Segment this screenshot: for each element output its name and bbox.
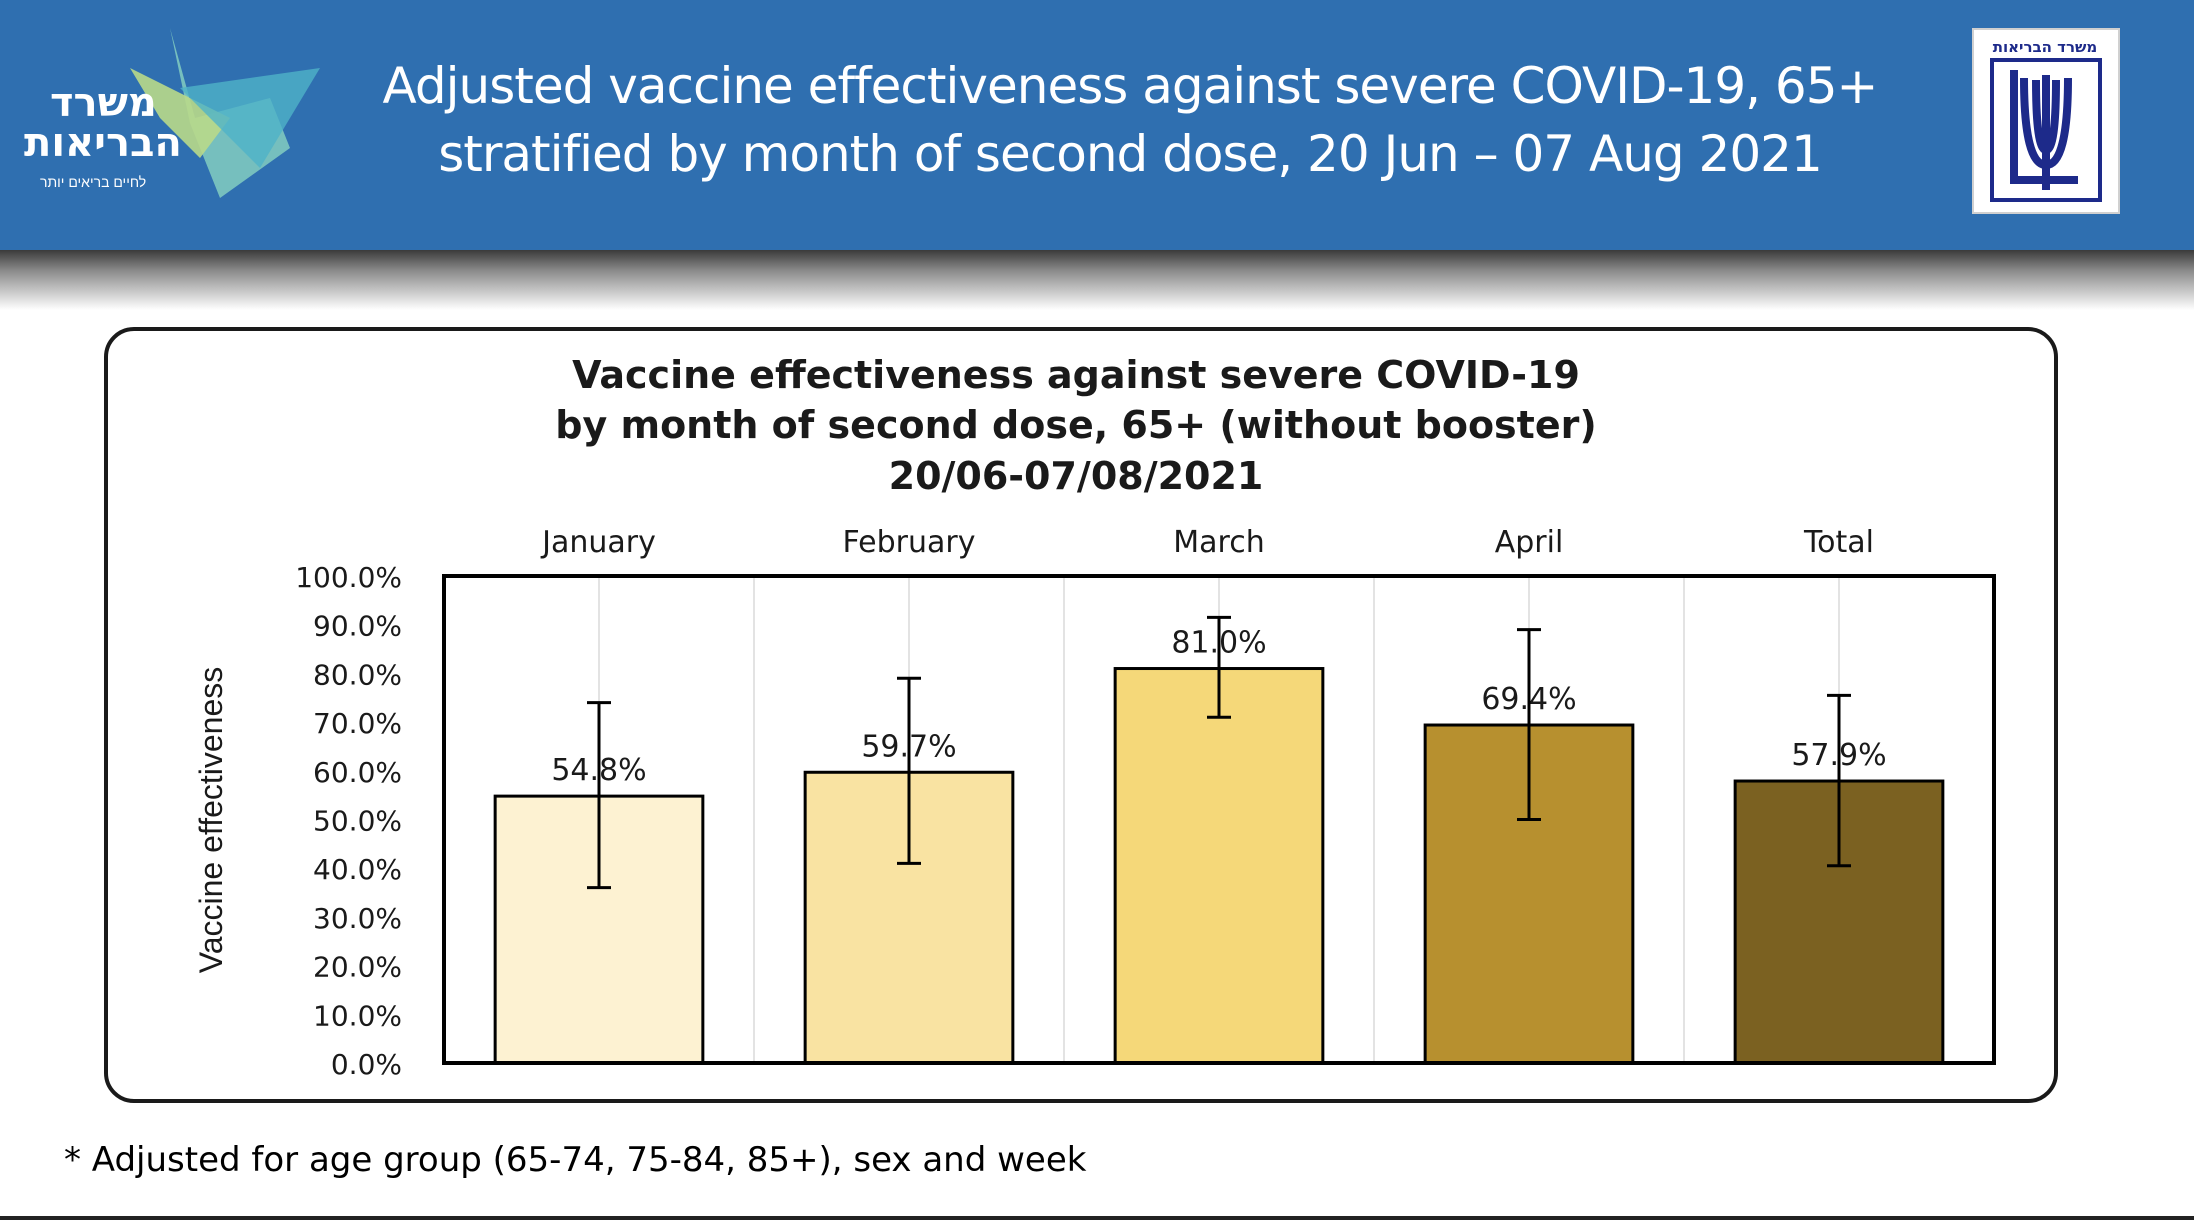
y-tick-label: 30.0% (313, 902, 402, 935)
logo-text-line2: הבריאות (24, 120, 182, 166)
slide-title-line2: stratified by month of second dose, 20 J… (438, 125, 1823, 183)
chart-title-line3: 20/06-07/08/2021 (889, 454, 1264, 498)
y-tick-label: 20.0% (313, 951, 402, 984)
y-tick-label: 90.0% (313, 610, 402, 643)
category-label: March (1173, 525, 1264, 560)
menorah-emblem-icon (1990, 58, 2102, 202)
y-tick-label: 40.0% (313, 853, 402, 886)
category-label: February (843, 525, 976, 560)
chart-title-line1: Vaccine effectiveness against severe COV… (572, 353, 1580, 397)
ministry-of-health-logo: משרד הבריאות לחיים בריאים יותר (20, 28, 350, 208)
y-tick-label: 100.0% (295, 561, 402, 594)
logo-swoosh-icon (130, 28, 320, 198)
header-banner: משרד הבריאות לחיים בריאים יותר Adjusted … (0, 0, 2194, 250)
y-tick-label: 10.0% (313, 999, 402, 1032)
y-axis-label: Vaccine effectiveness (193, 667, 229, 974)
category-label: April (1495, 525, 1564, 560)
logo-tagline: לחיים בריאים יותר (40, 174, 147, 190)
bar-march (1113, 667, 1325, 1065)
y-tick-label: 60.0% (313, 756, 402, 789)
bottom-divider (0, 1216, 2194, 1220)
category-label: Total (1803, 525, 1874, 560)
chart-title-line2: by month of second dose, 65+ (without bo… (555, 403, 1596, 447)
ministry-emblem-logo: משרד הבריאות (1972, 28, 2120, 214)
emblem-text: משרד הבריאות (1992, 38, 2098, 56)
header-shadow (0, 250, 2194, 310)
y-tick-label: 80.0% (313, 658, 402, 691)
y-tick-label: 0.0% (331, 1048, 402, 1081)
slide-title: Adjusted vaccine effectiveness against s… (320, 52, 1940, 188)
plot-border (442, 574, 1996, 1065)
y-tick-label: 70.0% (313, 707, 402, 740)
y-tick-label: 50.0% (313, 805, 402, 838)
category-label: January (540, 525, 656, 560)
plot-area: 0.0% 10.0% 20.0% 30.0% 40.0% 50.0% 60.0% 70.0% 8… (295, 525, 1996, 1081)
footnote: * Adjusted for age group (65-74, 75-84, … (64, 1140, 1087, 1180)
logo-text-line1: משרד (50, 80, 157, 126)
slide-title-line1: Adjusted vaccine effectiveness against s… (382, 57, 1879, 115)
